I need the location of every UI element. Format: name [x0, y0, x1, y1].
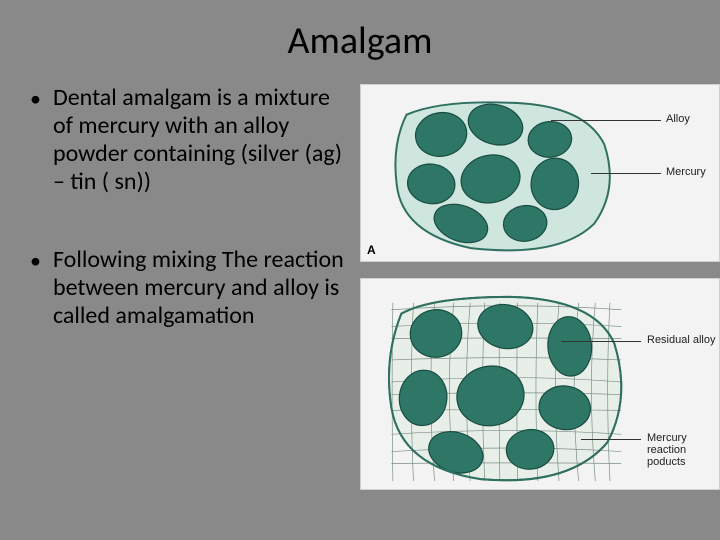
bullet-text: Dental amalgam is a mixture of mercury w…	[53, 84, 350, 196]
label-leader-line	[561, 341, 641, 342]
label-leader-line	[551, 120, 661, 121]
figure-label: Alloy	[666, 113, 690, 125]
bullet-list: • Dental amalgam is a mixture of mercury…	[30, 84, 360, 490]
figure-column: A Alloy Mercury Residual alloy Mercury rea…	[360, 84, 720, 490]
panel-letter: A	[367, 243, 376, 257]
content-area: • Dental amalgam is a mixture of mercury…	[0, 74, 720, 490]
figure-b: Residual alloy Mercury reaction poducts	[360, 278, 720, 490]
figure-a: A Alloy Mercury	[360, 84, 720, 262]
list-item: • Dental amalgam is a mixture of mercury…	[30, 84, 350, 196]
bullet-marker: •	[30, 84, 53, 196]
bullet-marker: •	[30, 246, 53, 330]
bullet-text: Following mixing The reaction between me…	[53, 246, 350, 330]
label-leader-line	[591, 173, 661, 174]
label-leader-line	[581, 439, 641, 440]
figure-label: Mercury reaction poducts	[647, 432, 717, 468]
figure-label: Mercury	[666, 166, 706, 178]
figure-label: Residual alloy	[647, 334, 715, 346]
page-title: Amalgam	[0, 0, 720, 74]
list-item: • Following mixing The reaction between …	[30, 246, 350, 330]
